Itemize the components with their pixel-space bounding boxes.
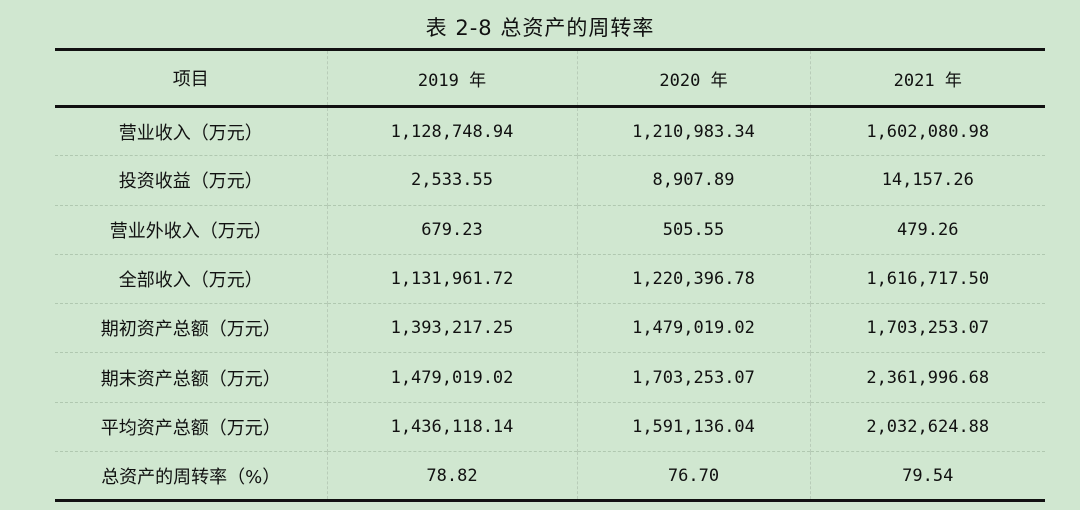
cell-value: 1,393,217.25 [326,303,577,353]
column-header-2021: 2021 年 [809,49,1045,107]
cell-value: 2,032,624.88 [809,402,1045,452]
row-label: 期初资产总额（万元） [100,319,281,341]
cell-value: 679.23 [326,205,577,255]
table-row: 期初资产总额（万元） 1,393,217.25 1,479,019.02 1,703,… [55,303,1045,353]
row-label: 全部收入（万元） [118,270,263,292]
cell-value: 8,907.89 [576,155,810,206]
cell-value: 1,703,253.07 [576,352,810,403]
cell-value: 1,591,136.04 [576,402,810,452]
row-label: 期末资产总额（万元） [100,368,281,390]
cell-value: 1,436,118.14 [326,402,577,452]
cell-value: 2,533.55 [326,155,577,206]
cell-value: 1,479,019.02 [326,352,577,403]
table-row: 营业外收入（万元） 679.23 505.55 479.26 [55,205,1045,255]
cell-value: 79.54 [809,451,1045,501]
cell-value: 14,157.26 [809,155,1045,206]
cell-value: 2,361,996.68 [809,352,1045,403]
cell-value: 1,131,961.72 [326,254,577,304]
column-header-item: 项目 [172,69,209,90]
cell-value: 505.55 [576,205,810,255]
table-row: 期末资产总额（万元） 1,479,019.02 1,703,253.07 2,361,… [55,352,1045,403]
row-label: 营业收入（万元） [118,122,263,144]
cell-value: 1,616,717.50 [809,254,1045,304]
asset-turnover-table: 项目 2019 年 2020 年 2021 年 营业收入（万元） 1,128,74… [55,48,1045,502]
cell-value: 1,128,748.94 [326,106,577,156]
table-row: 营业收入（万元） 1,128,748.94 1,210,983.34 1,602,08… [55,106,1045,156]
row-label: 投资收益（万元） [118,171,263,193]
cell-value: 1,703,253.07 [809,303,1045,353]
column-header-2019: 2019 年 [326,49,577,107]
table-header-row: 项目 2019 年 2020 年 2021 年 [55,49,1045,107]
cell-value: 78.82 [326,451,577,501]
row-label: 平均资产总额（万元） [100,417,281,439]
column-header-2020: 2020 年 [576,49,810,107]
row-label: 总资产的周转率（%） [101,466,281,488]
cell-value: 76.70 [576,451,810,501]
table-row: 平均资产总额（万元） 1,436,118.14 1,591,136.04 2,032,… [55,402,1045,452]
table-title: 表 2-8 总资产的周转率 [425,16,655,40]
cell-value: 479.26 [809,205,1045,255]
table-row: 总资产的周转率（%） 78.82 76.70 79.54 [55,451,1045,501]
cell-value: 1,602,080.98 [809,106,1045,156]
cell-value: 1,210,983.34 [576,106,810,156]
cell-value: 1,220,396.78 [576,254,810,304]
table-row: 全部收入（万元） 1,131,961.72 1,220,396.78 1,616,71… [55,254,1045,304]
table-row: 投资收益（万元） 2,533.55 8,907.89 14,157.26 [55,155,1045,206]
cell-value: 1,479,019.02 [576,303,810,353]
row-label: 营业外收入（万元） [109,220,272,242]
